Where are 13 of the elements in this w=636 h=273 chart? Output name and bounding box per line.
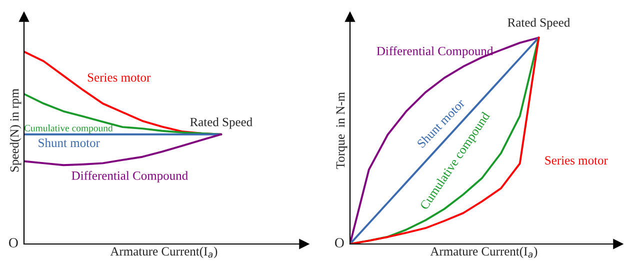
x-axis-title: Armature Current(I$_{a}$)	[430, 246, 538, 258]
annotation: Rated Speed	[190, 117, 252, 129]
series-label: Series motor	[88, 73, 151, 82]
annotation: O	[8, 238, 18, 248]
series-label: Differential Compound	[376, 46, 494, 58]
y-axis-title: Torque in N-m	[336, 92, 348, 169]
text: Rated Speed	[508, 18, 570, 30]
series-label: Differential Compound	[72, 170, 188, 182]
annotation: O	[334, 238, 344, 248]
series-label: Series motor	[545, 156, 608, 165]
y-axis-title: Speed(N) in rpm	[10, 88, 22, 172]
series-label: Shunt motor	[38, 138, 100, 148]
x-axis-title: Armature Current(I$_{a}$)	[110, 246, 218, 258]
